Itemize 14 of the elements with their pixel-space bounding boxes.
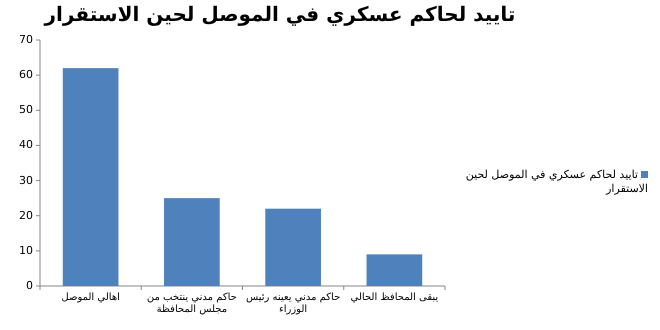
y-tick-label: 20 [18, 208, 33, 222]
y-tick-label: 60 [18, 68, 33, 82]
x-tick-label: حاكم مدني ينتخب من مجلس المحافظة [146, 292, 238, 316]
chart-title: تاييد لحاكم عسكري في الموصل لحين الاستقرار [42, 2, 516, 26]
y-tick-label: 0 [25, 279, 33, 292]
x-tick-label: حاكم مدني يعينه رئيس الوزراء [244, 292, 342, 316]
y-tick-label: 70 [18, 33, 33, 46]
y-tick-label: 40 [18, 138, 33, 152]
x-tick-label: اهالي الموصل [60, 292, 121, 304]
y-tick-label: 10 [18, 244, 33, 257]
x-tick-label: يبقى المحافظ الحالي [350, 292, 440, 304]
y-tick-label: 30 [18, 174, 33, 187]
y-tick-label: 50 [18, 103, 33, 116]
text: تاييد لحاكم عسكري في الموصل لحين الاستقرار [466, 168, 648, 195]
